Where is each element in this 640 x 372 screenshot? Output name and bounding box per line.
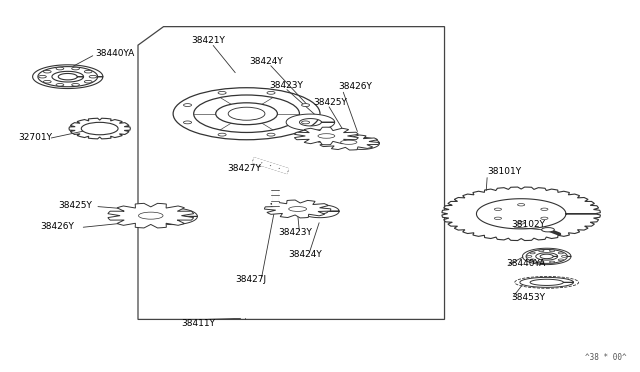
Polygon shape (69, 118, 131, 139)
Polygon shape (442, 187, 600, 241)
Ellipse shape (84, 70, 92, 73)
Ellipse shape (267, 133, 275, 136)
Text: 38101Y: 38101Y (487, 167, 522, 176)
Text: 38440YA: 38440YA (506, 259, 546, 268)
Polygon shape (108, 203, 194, 228)
Polygon shape (294, 127, 358, 145)
Ellipse shape (173, 88, 320, 140)
Text: 38423Y: 38423Y (269, 81, 303, 90)
Ellipse shape (541, 228, 554, 232)
Ellipse shape (72, 67, 79, 70)
Text: 38427J: 38427J (236, 275, 267, 284)
Ellipse shape (289, 206, 307, 211)
Text: ^38 * 00^: ^38 * 00^ (585, 353, 627, 362)
Polygon shape (301, 205, 339, 218)
Ellipse shape (530, 259, 535, 261)
Ellipse shape (44, 70, 51, 73)
Ellipse shape (530, 252, 535, 254)
Ellipse shape (558, 252, 563, 254)
Ellipse shape (558, 259, 563, 261)
Text: 38424Y: 38424Y (288, 250, 322, 259)
Text: 38425Y: 38425Y (58, 201, 92, 210)
Polygon shape (33, 65, 103, 89)
Text: 38102Y: 38102Y (511, 221, 545, 230)
Polygon shape (138, 27, 445, 320)
Ellipse shape (56, 83, 64, 86)
Polygon shape (522, 248, 571, 264)
Text: 38425Y: 38425Y (314, 98, 348, 107)
Text: 38423Y: 38423Y (278, 228, 312, 237)
Ellipse shape (518, 222, 525, 224)
Text: 38453Y: 38453Y (511, 293, 545, 302)
Polygon shape (520, 278, 573, 287)
Ellipse shape (267, 92, 275, 94)
Ellipse shape (541, 217, 548, 219)
Ellipse shape (518, 203, 525, 206)
Ellipse shape (81, 122, 118, 135)
Text: 38411Y: 38411Y (180, 319, 215, 328)
Ellipse shape (494, 217, 502, 219)
Ellipse shape (494, 208, 502, 211)
Polygon shape (318, 135, 380, 150)
Ellipse shape (184, 104, 191, 106)
Polygon shape (344, 137, 380, 150)
Ellipse shape (228, 107, 265, 120)
Text: 38426Y: 38426Y (40, 222, 74, 231)
Text: 38424Y: 38424Y (250, 57, 284, 66)
Ellipse shape (184, 121, 191, 124)
Ellipse shape (539, 261, 544, 263)
Text: 38427Y: 38427Y (227, 164, 261, 173)
Ellipse shape (549, 250, 555, 252)
Text: 38426Y: 38426Y (338, 82, 372, 91)
Ellipse shape (56, 67, 64, 70)
Ellipse shape (541, 208, 548, 211)
Ellipse shape (539, 250, 544, 252)
Text: 38440YA: 38440YA (95, 49, 134, 58)
Ellipse shape (216, 103, 277, 125)
Ellipse shape (194, 95, 300, 132)
Polygon shape (149, 208, 197, 225)
Ellipse shape (301, 104, 310, 106)
Ellipse shape (89, 76, 97, 78)
Ellipse shape (549, 261, 555, 263)
Ellipse shape (318, 134, 335, 138)
Ellipse shape (84, 80, 92, 83)
Ellipse shape (218, 92, 226, 94)
Ellipse shape (38, 76, 46, 78)
Text: 32701Y: 32701Y (19, 133, 52, 142)
Polygon shape (264, 200, 331, 218)
Text: 38421Y: 38421Y (191, 36, 225, 45)
Ellipse shape (138, 212, 163, 219)
Ellipse shape (340, 140, 357, 144)
Ellipse shape (527, 256, 532, 257)
Ellipse shape (72, 83, 79, 86)
Ellipse shape (44, 80, 51, 83)
Polygon shape (52, 71, 84, 82)
Polygon shape (536, 253, 557, 260)
Ellipse shape (218, 133, 226, 136)
Ellipse shape (301, 121, 310, 124)
Polygon shape (286, 114, 335, 131)
Ellipse shape (561, 256, 567, 257)
